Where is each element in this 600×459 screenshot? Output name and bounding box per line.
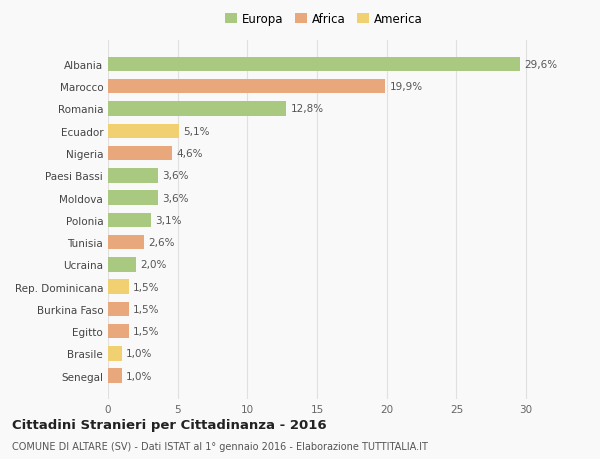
Bar	[108, 369, 122, 383]
Text: 2,6%: 2,6%	[148, 238, 175, 247]
Text: COMUNE DI ALTARE (SV) - Dati ISTAT al 1° gennaio 2016 - Elaborazione TUTTITALIA.: COMUNE DI ALTARE (SV) - Dati ISTAT al 1°…	[12, 441, 428, 451]
Bar	[108, 168, 158, 183]
Text: 29,6%: 29,6%	[524, 60, 558, 70]
Bar	[108, 302, 129, 316]
Bar	[108, 324, 129, 339]
Text: 1,5%: 1,5%	[133, 326, 160, 336]
Text: 3,6%: 3,6%	[163, 171, 189, 181]
Text: 12,8%: 12,8%	[290, 104, 323, 114]
Bar	[108, 146, 172, 161]
Bar	[108, 57, 520, 72]
Text: 2,0%: 2,0%	[140, 260, 166, 270]
Text: 1,0%: 1,0%	[126, 371, 152, 381]
Bar	[108, 213, 151, 228]
Bar	[108, 80, 385, 94]
Text: 3,1%: 3,1%	[155, 215, 182, 225]
Bar	[108, 124, 179, 139]
Bar	[108, 235, 144, 250]
Bar	[108, 347, 122, 361]
Text: Cittadini Stranieri per Cittadinanza - 2016: Cittadini Stranieri per Cittadinanza - 2…	[12, 418, 326, 431]
Text: 5,1%: 5,1%	[183, 127, 210, 136]
Text: 4,6%: 4,6%	[176, 149, 203, 159]
Text: 1,5%: 1,5%	[133, 282, 160, 292]
Bar	[108, 280, 129, 294]
Bar	[108, 257, 136, 272]
Bar	[108, 191, 158, 205]
Text: 3,6%: 3,6%	[163, 193, 189, 203]
Legend: Europa, Africa, America: Europa, Africa, America	[221, 8, 427, 31]
Text: 1,0%: 1,0%	[126, 349, 152, 358]
Bar	[108, 102, 286, 117]
Text: 1,5%: 1,5%	[133, 304, 160, 314]
Text: 19,9%: 19,9%	[389, 82, 422, 92]
